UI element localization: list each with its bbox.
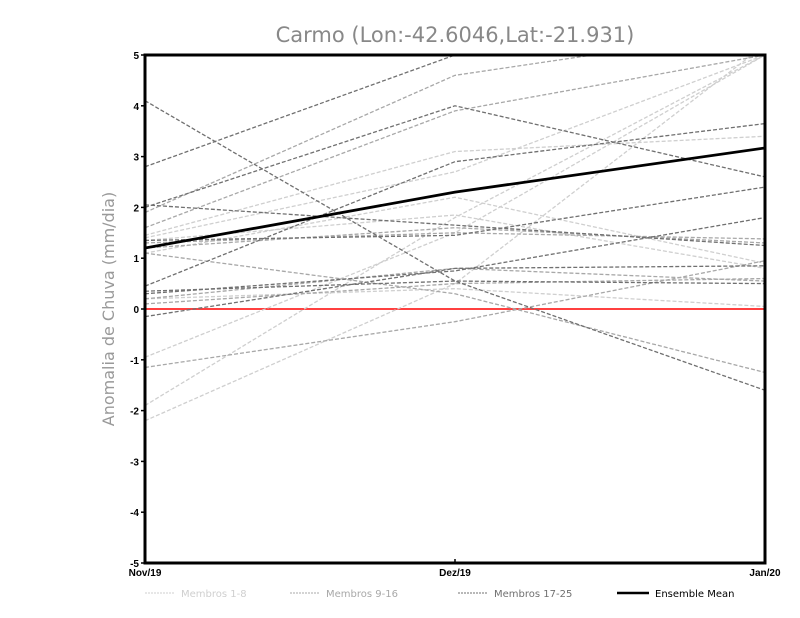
member-line-g3-4 (145, 122, 765, 287)
y-tick-label: -2 (130, 407, 139, 418)
y-tick-label: -5 (130, 559, 139, 570)
x-tick-label: Jan/20 (749, 568, 781, 579)
member-line-g2-6 (145, 227, 765, 249)
member-line-g3-3 (145, 105, 765, 209)
y-tick-label: 0 (133, 305, 139, 316)
member-line-g3-1 (145, 100, 765, 391)
member-line-g1-5 (145, 55, 765, 239)
member-line-g1-4 (145, 135, 765, 236)
member-line-g2-5 (145, 267, 765, 300)
member-line-g1-8 (145, 214, 765, 270)
y-tick-label: -4 (130, 508, 139, 519)
member-line-g2-7 (145, 252, 765, 374)
legend-label: Membros 1-8 (181, 589, 247, 600)
y-tick-label: 4 (133, 102, 139, 113)
member-line-g1-1 (145, 55, 765, 358)
x-tick-label: Nov/19 (129, 568, 162, 579)
legend-label: Ensemble Mean (655, 589, 734, 600)
member-line-g3-7 (145, 216, 765, 295)
ensemble-mean-line (145, 146, 765, 250)
member-line-g1-2 (145, 55, 765, 407)
member-line-g2-1 (145, 55, 765, 229)
y-tick-label: 1 (133, 254, 139, 265)
legend-label: Membros 17-25 (494, 589, 572, 600)
y-tick-label: 3 (133, 153, 139, 164)
x-tick-label: Dez/19 (439, 568, 471, 579)
member-line-g2-3 (145, 260, 765, 369)
member-line-g2-2 (145, 55, 598, 214)
member-line-g3-8 (145, 186, 765, 242)
member-line-g1-6 (145, 196, 765, 264)
member-line-g3-2 (145, 55, 458, 168)
chart-title: Carmo (Lon:-42.6046,Lat:-21.931) (276, 23, 635, 47)
y-tick-label: -3 (130, 457, 139, 468)
member-line-g1-7 (145, 288, 765, 308)
y-tick-label: 5 (133, 51, 139, 62)
member-line-g3-6 (145, 265, 765, 318)
member-line-g2-8 (145, 277, 765, 305)
y-axis-label: Anomalia de Chuva (mm/dia) (99, 192, 118, 426)
member-line-g2-4 (145, 232, 765, 244)
member-line-g3-5 (145, 204, 765, 247)
legend-label: Membros 9-16 (326, 589, 398, 600)
member-line-g1-3 (145, 55, 753, 422)
y-tick-label: -1 (130, 356, 139, 367)
y-tick-label: 2 (133, 203, 139, 214)
member-line-g3-9 (145, 280, 765, 292)
